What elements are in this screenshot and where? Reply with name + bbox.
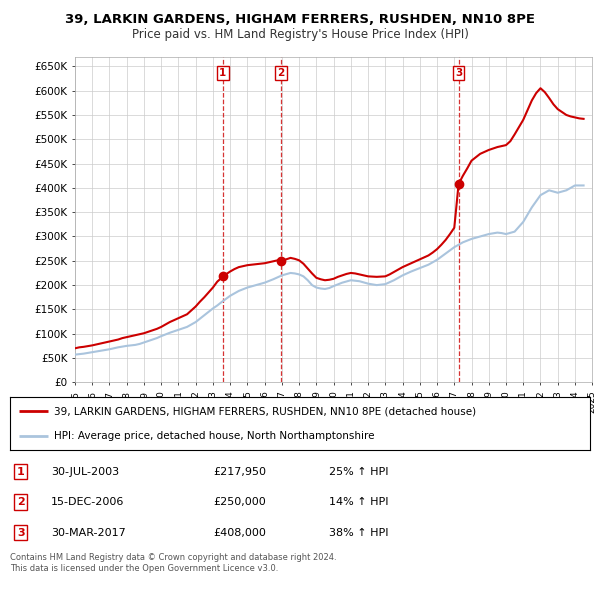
Text: 25% ↑ HPI: 25% ↑ HPI <box>329 467 389 477</box>
Text: 15-DEC-2006: 15-DEC-2006 <box>51 497 124 507</box>
Text: £250,000: £250,000 <box>213 497 266 507</box>
Text: 38% ↑ HPI: 38% ↑ HPI <box>329 527 389 537</box>
Text: Price paid vs. HM Land Registry's House Price Index (HPI): Price paid vs. HM Land Registry's House … <box>131 28 469 41</box>
Text: 14% ↑ HPI: 14% ↑ HPI <box>329 497 389 507</box>
Text: Contains HM Land Registry data © Crown copyright and database right 2024.
This d: Contains HM Land Registry data © Crown c… <box>10 553 337 573</box>
Text: 39, LARKIN GARDENS, HIGHAM FERRERS, RUSHDEN, NN10 8PE: 39, LARKIN GARDENS, HIGHAM FERRERS, RUSH… <box>65 13 535 26</box>
Text: 2: 2 <box>278 68 285 78</box>
Text: 30-JUL-2003: 30-JUL-2003 <box>51 467 119 477</box>
Text: 39, LARKIN GARDENS, HIGHAM FERRERS, RUSHDEN, NN10 8PE (detached house): 39, LARKIN GARDENS, HIGHAM FERRERS, RUSH… <box>54 407 476 417</box>
Text: HPI: Average price, detached house, North Northamptonshire: HPI: Average price, detached house, Nort… <box>54 431 374 441</box>
Text: 1: 1 <box>219 68 227 78</box>
Text: 2: 2 <box>17 497 25 507</box>
Text: 30-MAR-2017: 30-MAR-2017 <box>51 527 125 537</box>
Text: 1: 1 <box>17 467 25 477</box>
Text: £408,000: £408,000 <box>213 527 266 537</box>
Text: £217,950: £217,950 <box>213 467 266 477</box>
Text: 3: 3 <box>455 68 462 78</box>
Text: 3: 3 <box>17 527 25 537</box>
